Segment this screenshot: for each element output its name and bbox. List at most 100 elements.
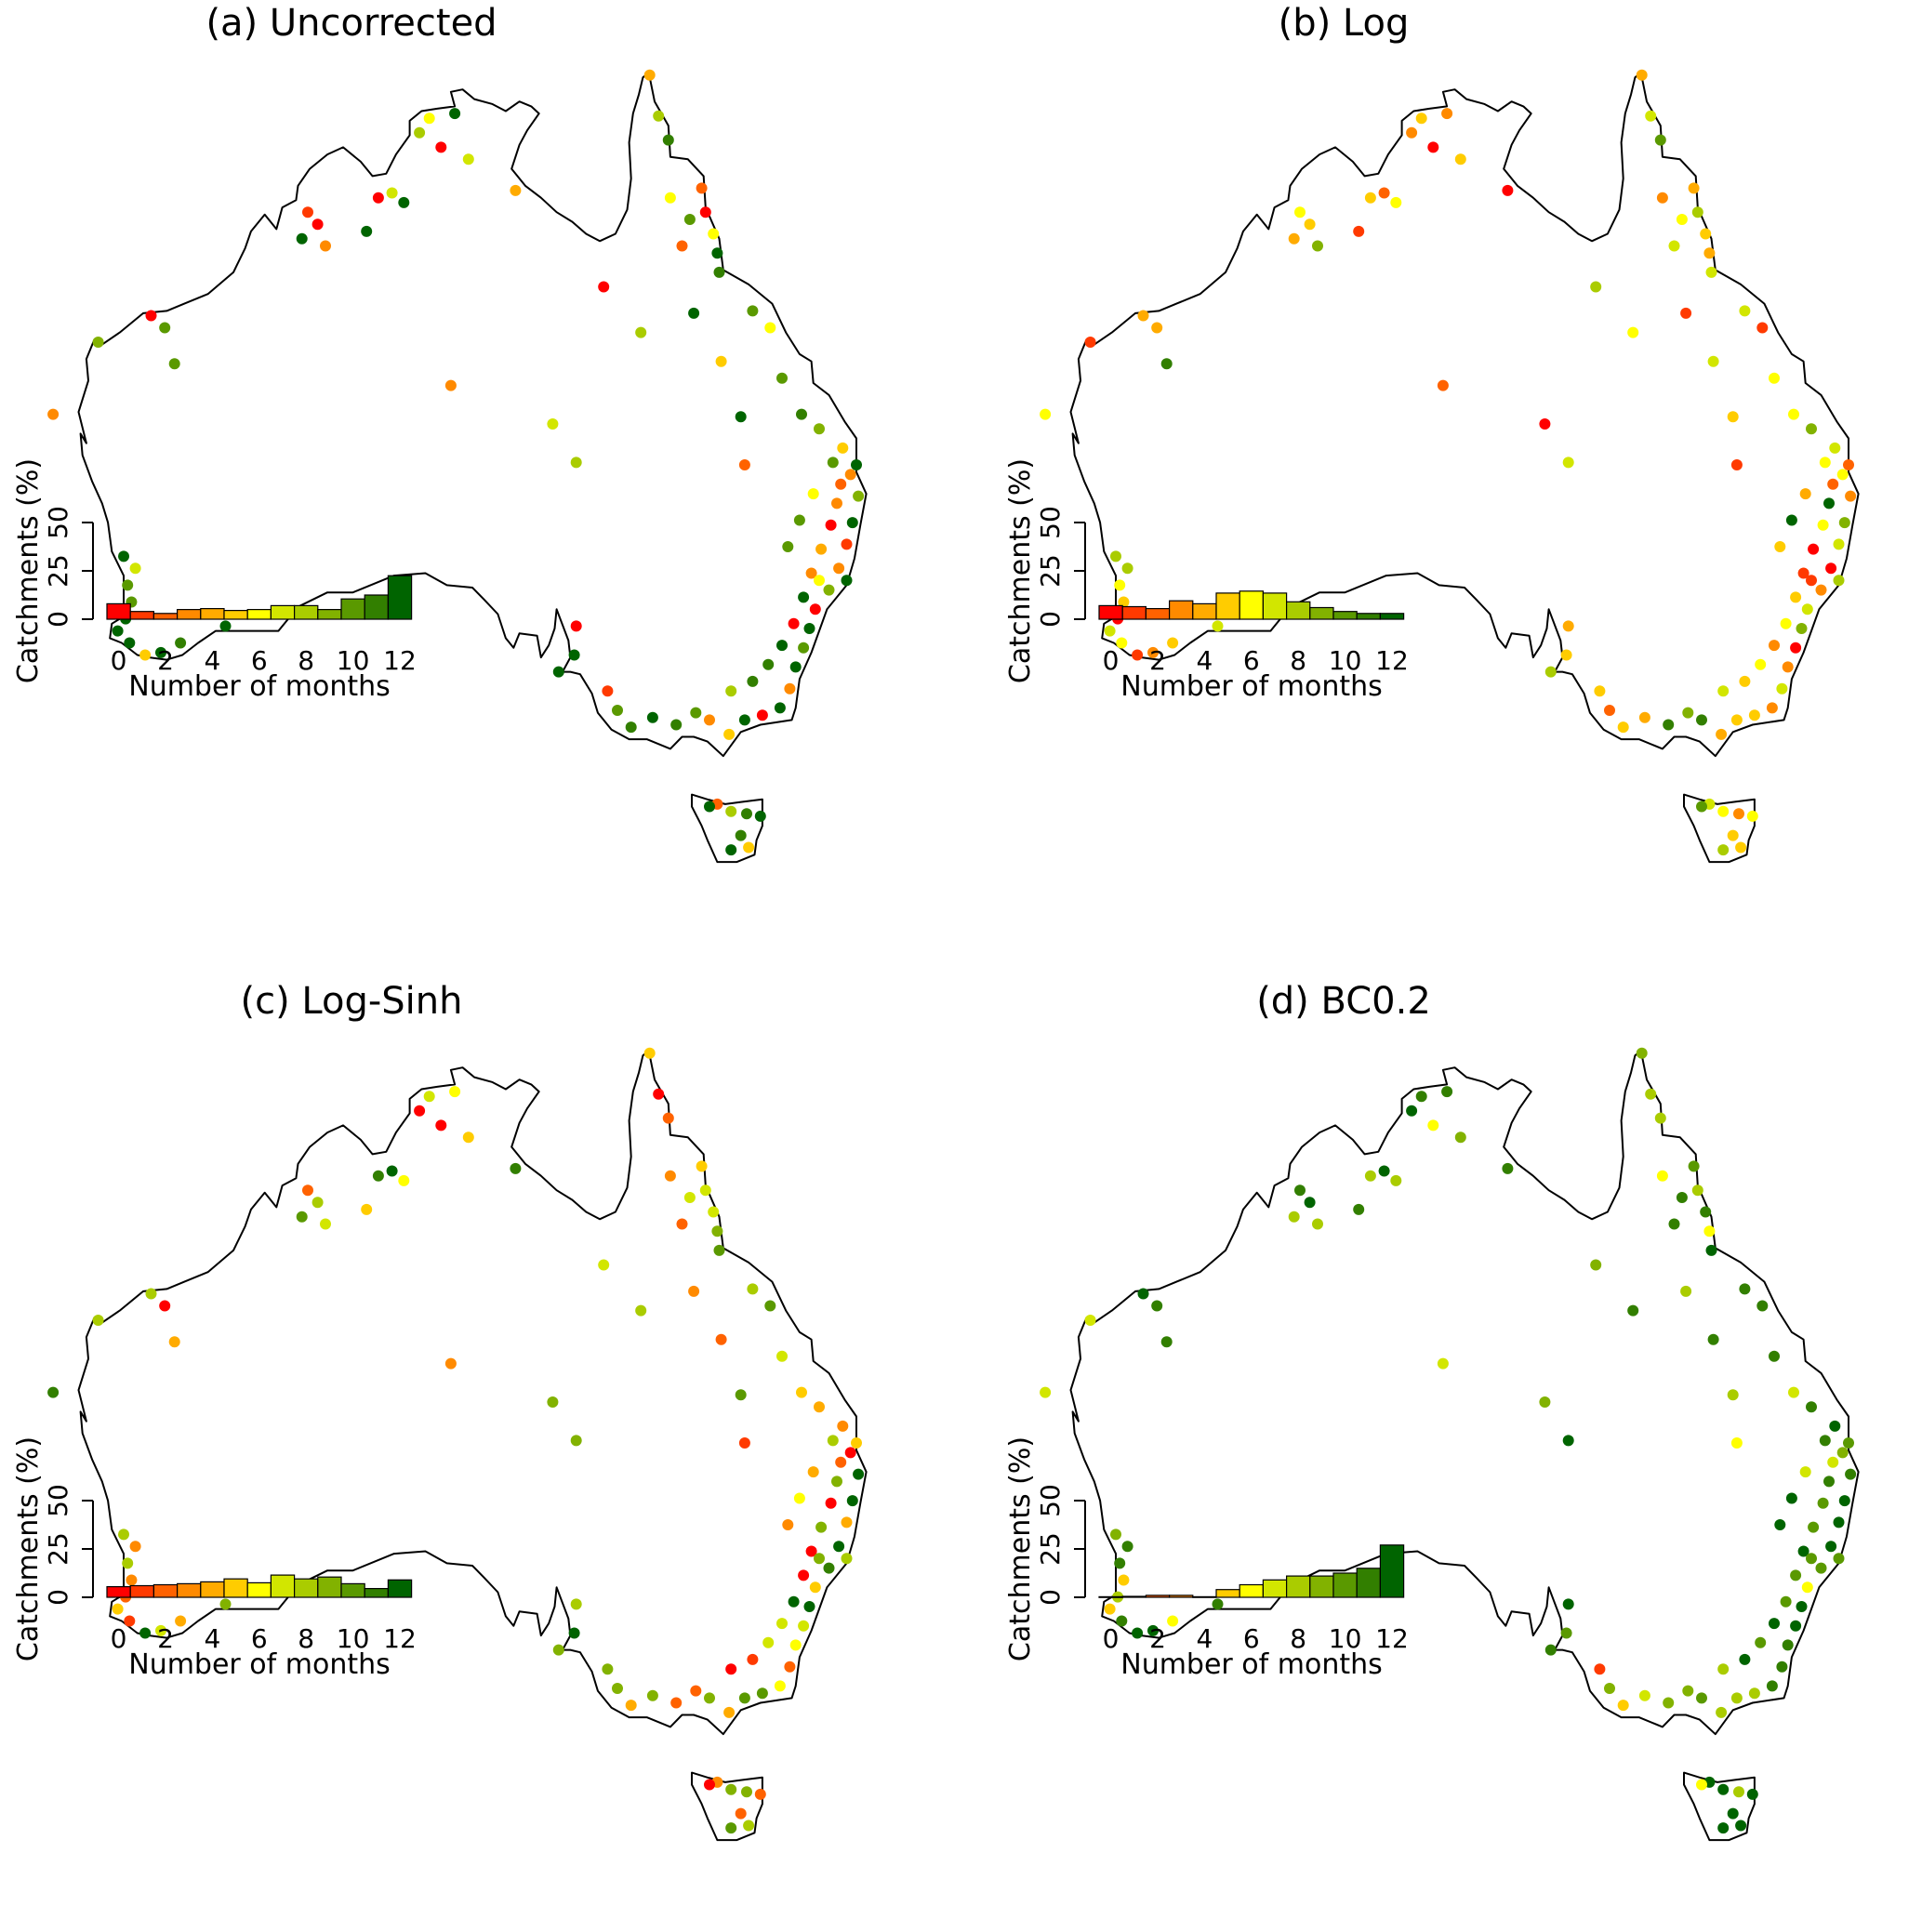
catchment-marker <box>1756 322 1769 334</box>
catchment-marker <box>831 1475 842 1488</box>
catchment-marker <box>1782 1639 1794 1651</box>
catchment-marker <box>372 192 384 204</box>
catchment-marker <box>1788 408 1799 420</box>
x-tick-label: 0 <box>111 1623 127 1654</box>
catchment-marker <box>124 637 136 649</box>
catchment-marker <box>552 1644 564 1656</box>
catchment-marker <box>1147 1624 1159 1636</box>
catchment-marker <box>643 1047 656 1059</box>
catchment-marker <box>219 620 232 632</box>
histogram-bar <box>1356 1568 1382 1598</box>
catchment-marker <box>715 1333 727 1345</box>
catchment-marker <box>725 685 737 697</box>
catchment-marker <box>598 1259 610 1271</box>
catchment-marker <box>853 490 865 502</box>
catchment-marker <box>1817 1497 1829 1509</box>
catchment-marker <box>155 1624 166 1636</box>
catchment-marker <box>159 1300 171 1312</box>
catchment-marker <box>219 1598 232 1610</box>
catchment-marker <box>1838 517 1850 529</box>
catchment-marker <box>510 1162 522 1174</box>
catchment-marker <box>1766 1680 1778 1692</box>
catchment-marker <box>1617 721 1629 734</box>
catchment-marker <box>664 1170 676 1182</box>
catchment-marker <box>738 714 750 726</box>
catchment-marker <box>449 108 461 120</box>
catchment-marker <box>853 1468 865 1480</box>
catchment-marker <box>1353 1203 1365 1215</box>
catchment-marker <box>625 1700 637 1712</box>
catchment-marker <box>1739 675 1751 687</box>
catchment-marker <box>1797 1545 1809 1557</box>
x-tick-label: 2 <box>1149 1623 1166 1654</box>
catchment-marker <box>1774 541 1786 552</box>
catchment-marker <box>1730 1437 1743 1449</box>
panel-title: (c) Log-Sinh <box>240 980 462 1023</box>
catchment-marker <box>1785 514 1797 526</box>
catchment-marker <box>1121 1541 1133 1553</box>
histogram-bar <box>1169 1595 1194 1598</box>
catchment-marker <box>145 1288 157 1300</box>
catchment-marker <box>844 469 856 481</box>
catchment-marker <box>124 1615 136 1627</box>
catchment-marker <box>798 1569 810 1581</box>
catchment-marker <box>155 646 166 658</box>
catchment-marker <box>1696 801 1707 813</box>
catchment-marker <box>129 1541 141 1553</box>
catchment-marker <box>1668 240 1680 252</box>
x-tick-label: 2 <box>1149 645 1166 676</box>
catchment-marker <box>1663 719 1675 731</box>
catchment-marker <box>1755 658 1767 670</box>
catchment-marker <box>386 1165 398 1177</box>
catchment-marker <box>835 478 847 490</box>
catchment-marker <box>815 543 828 555</box>
catchment-marker <box>612 705 623 716</box>
catchment-marker <box>1353 225 1365 237</box>
catchment-marker <box>713 266 725 278</box>
catchment-marker <box>444 1357 457 1370</box>
histogram-bar <box>1332 611 1358 620</box>
catchment-marker <box>789 1639 802 1651</box>
histogram-bar <box>129 1584 154 1598</box>
tasmania-coastline <box>1683 1771 1756 1842</box>
catchment-marker <box>646 1689 658 1701</box>
histogram-bar <box>106 1585 131 1598</box>
catchment-marker <box>723 1706 736 1718</box>
catchment-marker <box>1833 1553 1845 1565</box>
catchment-marker <box>754 1788 766 1800</box>
catchment-marker <box>690 707 702 719</box>
catchment-marker <box>1441 108 1453 120</box>
catchment-marker <box>1427 141 1439 153</box>
catchment-marker <box>1312 240 1323 252</box>
catchment-marker <box>798 1620 810 1632</box>
x-tick-label: 6 <box>251 1623 268 1654</box>
catchment-marker <box>743 841 755 854</box>
catchment-marker <box>1817 519 1829 531</box>
catchment-marker <box>1378 187 1390 199</box>
catchment-marker <box>435 141 447 153</box>
catchment-marker <box>1806 1553 1817 1565</box>
catchment-marker <box>1705 266 1717 278</box>
catchment-marker <box>1746 1788 1758 1800</box>
catchment-marker <box>815 1521 828 1533</box>
catchment-marker <box>798 591 810 603</box>
catchment-marker <box>704 714 715 726</box>
catchment-marker <box>747 305 759 317</box>
catchment-marker <box>793 514 805 526</box>
catchment-marker <box>1717 1663 1730 1675</box>
catchment-marker <box>1774 1519 1786 1530</box>
catchment-marker <box>708 1206 720 1218</box>
catchment-marker <box>1364 1170 1376 1182</box>
catchment-marker <box>1717 1783 1730 1795</box>
catchment-marker <box>1788 1386 1799 1398</box>
y-tick-label: 50 <box>43 506 73 539</box>
catchment-marker <box>1636 1047 1648 1059</box>
catchment-marker <box>570 1435 582 1447</box>
histogram-bar <box>1286 1575 1311 1598</box>
catchment-marker <box>1790 591 1802 603</box>
catchment-marker <box>1137 310 1149 322</box>
histogram-bar <box>270 604 296 620</box>
catchment-marker <box>175 637 187 649</box>
catchment-marker <box>118 1528 129 1541</box>
